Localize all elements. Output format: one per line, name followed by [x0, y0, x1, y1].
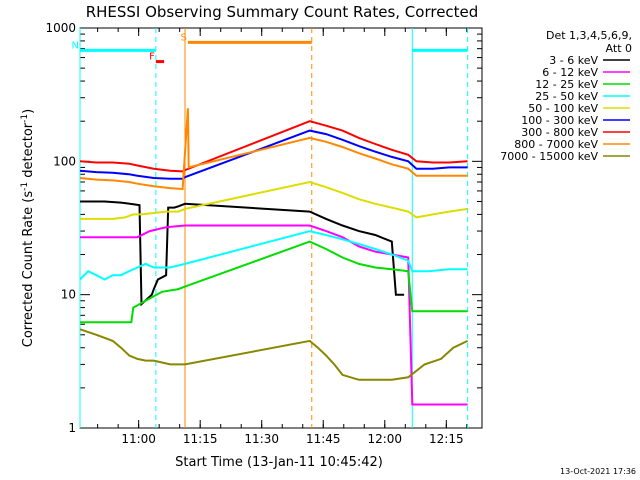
x-axis: 11:00 11:15 11:30 11:45 12:00 12:15	[97, 28, 468, 446]
x-tick-label: 11:15	[183, 432, 218, 446]
y-label-part-2: detector	[21, 122, 36, 182]
y-label-sup-1: -1	[20, 182, 30, 191]
series-line	[79, 230, 468, 281]
footer-timestamp: 13-Oct-2021 17:36	[560, 467, 636, 476]
x-axis-label: Start Time (13-Jan-11 10:45:42)	[175, 455, 383, 470]
flag-label: N	[72, 40, 79, 51]
series-line	[79, 108, 468, 191]
x-tick-label: 11:45	[306, 432, 341, 446]
series-group	[79, 108, 469, 406]
y-tick-label: 1	[68, 421, 76, 435]
legend-label: 800 - 7000 keV	[514, 138, 598, 151]
series-line	[79, 129, 468, 180]
legend-title-attenuator: Att 0	[606, 42, 632, 55]
y-tick-label: 100	[53, 154, 76, 168]
legend-label: 300 - 800 keV	[521, 126, 598, 139]
y-axis-label: Corrected Count Rate (s-1 detector-1)	[20, 109, 36, 347]
flag-label: F	[149, 52, 155, 63]
flag-lines	[79, 28, 469, 428]
series-line	[79, 328, 469, 381]
legend-title-detectors: Det 1,3,4,5,6,9,	[546, 29, 632, 42]
legend-label: 100 - 300 keV	[521, 114, 598, 127]
attenuator-flags: S N F	[72, 32, 468, 64]
legend-label: 12 - 25 keV	[535, 78, 598, 91]
x-tick-label: 11:30	[244, 432, 279, 446]
y-tick-label: 1000	[45, 21, 76, 35]
y-tick-label: 10	[61, 288, 76, 302]
x-tick-label: 11:00	[121, 432, 156, 446]
legend-label: 7000 - 15000 keV	[500, 150, 598, 163]
series-line	[80, 200, 405, 307]
y-label-part-3: )	[21, 109, 36, 114]
flag-label: S	[181, 32, 187, 43]
series-line	[80, 224, 468, 406]
x-tick-label: 12:15	[429, 432, 464, 446]
legend-label: 25 - 50 keV	[535, 90, 598, 103]
series-line	[80, 180, 468, 220]
chart-title: RHESSI Observing Summary Count Rates, Co…	[86, 3, 479, 21]
y-label-part-1: Corrected Count Rate (s	[21, 191, 36, 348]
y-label-sup-2: -1	[20, 114, 30, 123]
series-line	[79, 120, 468, 173]
y-axis: 1 10 100 1000	[45, 21, 482, 435]
legend-label: 6 - 12 keV	[542, 66, 598, 79]
legend-label: 3 - 6 keV	[549, 54, 598, 67]
x-tick-label: 12:00	[367, 432, 402, 446]
series-line	[80, 240, 468, 324]
legend-label: 50 - 100 keV	[528, 102, 598, 115]
